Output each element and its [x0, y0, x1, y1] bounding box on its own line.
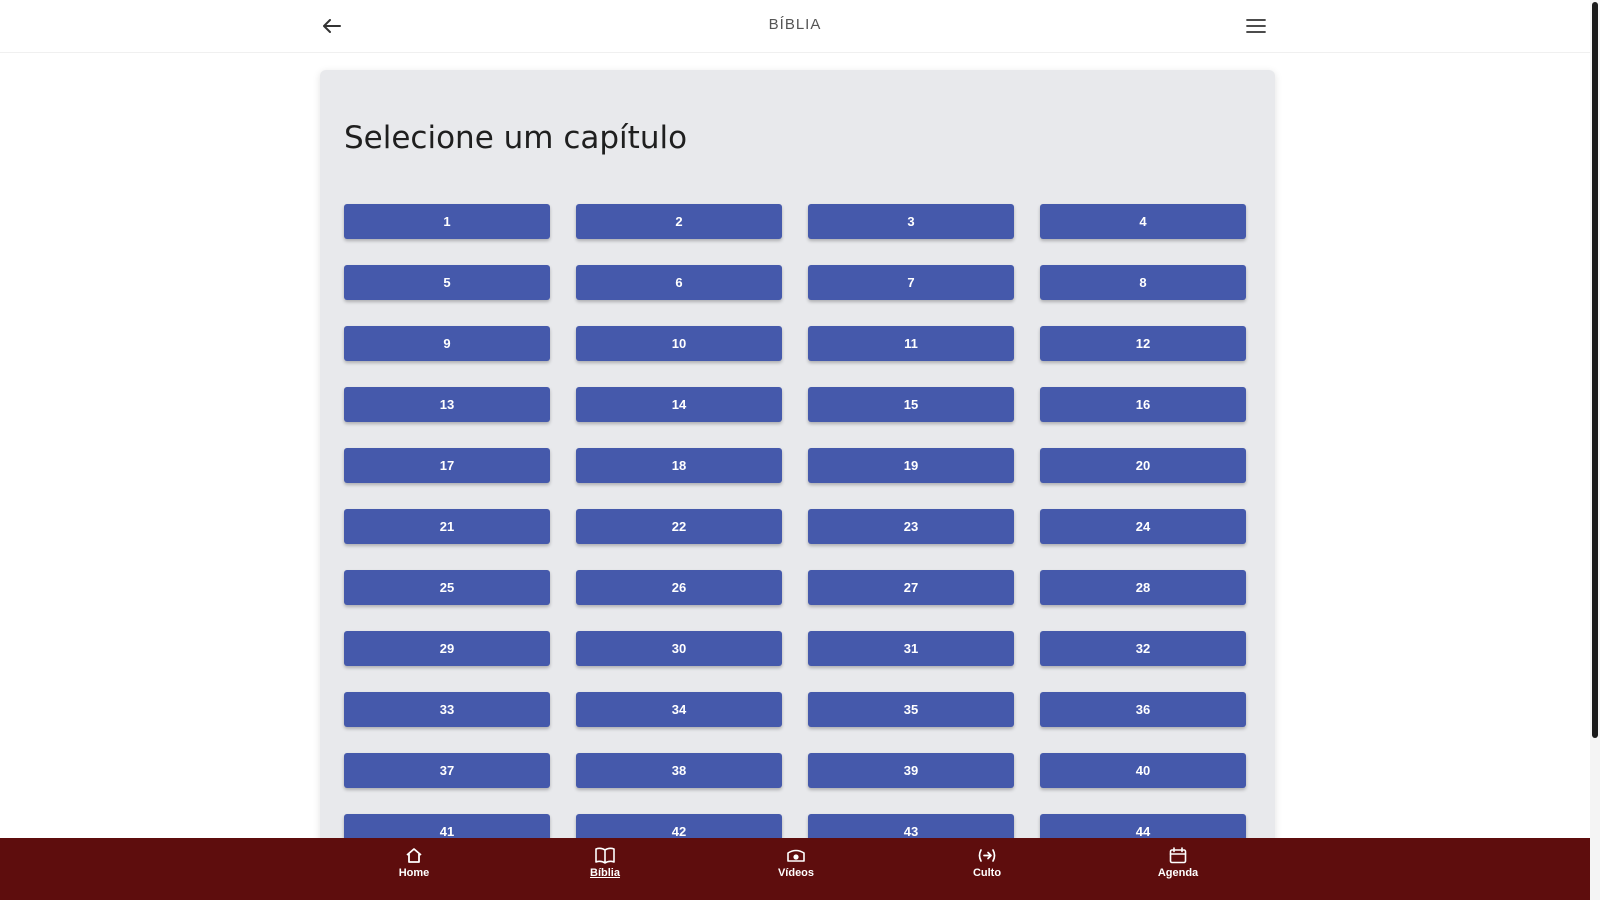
hamburger-menu-icon — [1246, 19, 1266, 33]
nav-label-culto: Culto — [972, 867, 1002, 879]
chapter-button[interactable]: 7 — [808, 265, 1014, 300]
chapter-grid: 1 2 3 4 5 6 7 8 9 10 11 12 13 14 15 16 17 18 19 20 21 22 23 24 2… — [344, 204, 1248, 849]
chapter-button[interactable]: 12 — [1040, 326, 1246, 361]
chapter-button[interactable]: 30 — [576, 631, 782, 666]
chapter-button[interactable]: 36 — [1040, 692, 1246, 727]
chapter-button[interactable]: 19 — [808, 448, 1014, 483]
chapter-button[interactable]: 3 — [808, 204, 1014, 239]
menu-button[interactable] — [1242, 13, 1270, 39]
chapter-button[interactable]: 15 — [808, 387, 1014, 422]
nav-item-agenda[interactable]: Agenda — [1138, 846, 1218, 879]
chapter-button[interactable]: 40 — [1040, 753, 1246, 788]
nav-item-home[interactable]: Home — [374, 846, 454, 879]
chapter-button[interactable]: 23 — [808, 509, 1014, 544]
nav-label-biblia: Bíblia — [590, 867, 620, 879]
chapter-button[interactable]: 16 — [1040, 387, 1246, 422]
nav-item-biblia[interactable]: Bíblia — [565, 846, 645, 879]
section-heading: Selecione um capítulo — [344, 120, 688, 156]
chapter-button[interactable]: 18 — [576, 448, 782, 483]
chapter-button[interactable]: 20 — [1040, 448, 1246, 483]
chapter-button[interactable]: 39 — [808, 753, 1014, 788]
chapter-button[interactable]: 17 — [344, 448, 550, 483]
calendar-icon — [1168, 846, 1188, 864]
page-title: BÍBLIA — [768, 16, 822, 33]
nav-item-videos[interactable]: Vídeos — [756, 846, 836, 879]
bottom-navigation: Home Bíblia Vídeos — [0, 838, 1590, 900]
book-icon — [595, 846, 615, 864]
chapter-button[interactable]: 34 — [576, 692, 782, 727]
chapter-button[interactable]: 26 — [576, 570, 782, 605]
chapter-button[interactable]: 9 — [344, 326, 550, 361]
nav-item-culto[interactable]: Culto — [947, 846, 1027, 879]
chapter-button[interactable]: 35 — [808, 692, 1014, 727]
chapter-button[interactable]: 29 — [344, 631, 550, 666]
chapter-button[interactable]: 21 — [344, 509, 550, 544]
chapter-button[interactable]: 10 — [576, 326, 782, 361]
chapter-button[interactable]: 22 — [576, 509, 782, 544]
home-icon — [404, 846, 424, 864]
chapter-button[interactable]: 11 — [808, 326, 1014, 361]
nav-label-home: Home — [398, 867, 430, 879]
chapter-button[interactable]: 25 — [344, 570, 550, 605]
broadcast-icon — [977, 846, 997, 864]
chapter-button[interactable]: 33 — [344, 692, 550, 727]
chapter-button[interactable]: 28 — [1040, 570, 1246, 605]
scrollbar-thumb[interactable] — [1592, 2, 1598, 738]
chapter-button[interactable]: 32 — [1040, 631, 1246, 666]
arrow-left-icon — [323, 19, 341, 33]
video-icon — [786, 846, 806, 864]
chapter-button[interactable]: 27 — [808, 570, 1014, 605]
nav-label-videos: Vídeos — [777, 867, 815, 879]
chapter-button[interactable]: 5 — [344, 265, 550, 300]
chapter-button[interactable]: 8 — [1040, 265, 1246, 300]
nav-label-agenda: Agenda — [1157, 867, 1199, 879]
chapter-button[interactable]: 13 — [344, 387, 550, 422]
chapter-selection-card: Selecione um capítulo 1 2 3 4 5 6 7 8 9 10 11 12 13 1… — [320, 70, 1275, 860]
chapter-button[interactable]: 14 — [576, 387, 782, 422]
back-button[interactable] — [318, 13, 346, 39]
chapter-button[interactable]: 1 — [344, 204, 550, 239]
chapter-button[interactable]: 38 — [576, 753, 782, 788]
chapter-button[interactable]: 24 — [1040, 509, 1246, 544]
chapter-button[interactable]: 31 — [808, 631, 1014, 666]
chapter-button[interactable]: 37 — [344, 753, 550, 788]
chapter-button[interactable]: 2 — [576, 204, 782, 239]
top-app-bar: BÍBLIA — [0, 0, 1590, 53]
chapter-button[interactable]: 6 — [576, 265, 782, 300]
chapter-button[interactable]: 4 — [1040, 204, 1246, 239]
